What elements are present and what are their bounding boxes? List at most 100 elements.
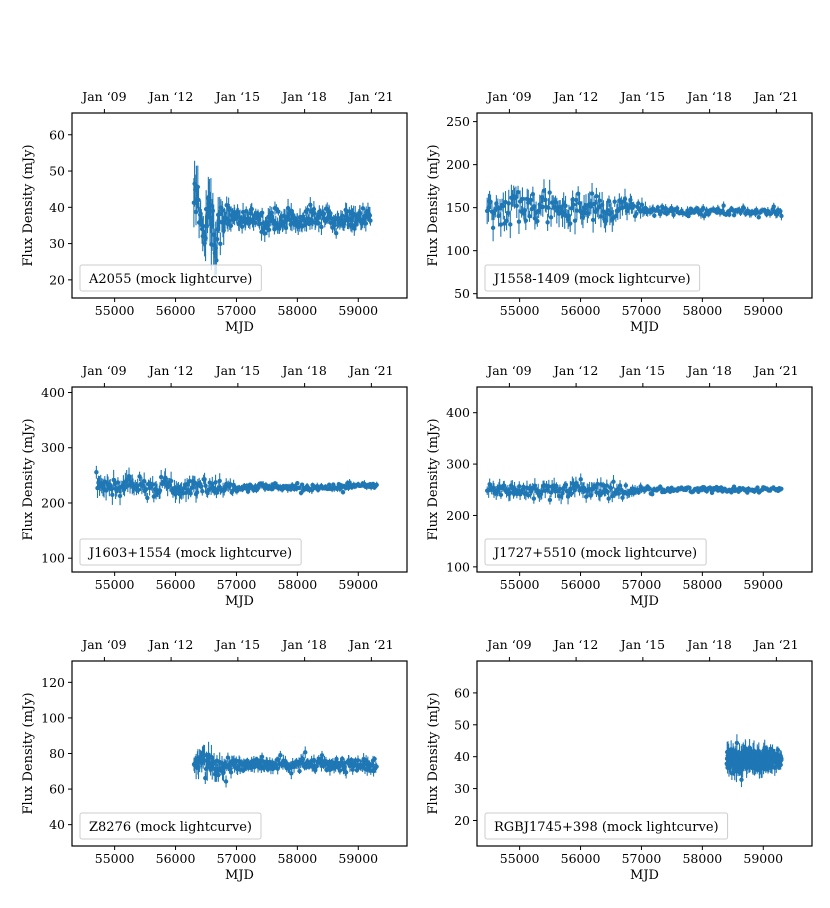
data-point [604,483,610,488]
data-point [300,757,306,762]
y-tick-label: 100 [446,559,470,574]
top-tick-label: Jan ‘09 [80,637,126,652]
x-tick-label: 55000 [500,303,540,318]
data-point [316,221,322,226]
y-tick-label: 50 [49,164,65,179]
data-point [319,224,324,230]
data-point [332,223,338,228]
data-point [150,482,155,487]
legend: RGBJ1745+398 (mock lightcurve) [484,812,729,840]
data-points [724,734,784,788]
data-point [572,218,578,223]
x-tick-label: 55000 [500,577,540,592]
top-tick-label: Jan ‘15 [619,637,665,652]
x-tick-label: 55000 [95,303,135,318]
data-point [755,485,760,490]
x-tick-label: 58000 [277,303,317,318]
data-point [372,756,377,762]
y-tick-label: 30 [49,236,65,251]
top-tick-label: Jan ‘21 [752,363,798,378]
data-point [756,748,762,754]
data-point [168,478,174,484]
data-point [595,481,600,487]
data-point [304,483,310,489]
y-tick-label: 40 [49,200,65,215]
data-point [360,206,366,211]
axes-frame [476,386,813,573]
data-point [545,220,550,225]
data-point [652,213,657,218]
data-point [223,779,229,784]
data-point [305,207,310,212]
data-point [289,771,294,776]
data-point [195,184,201,190]
data-point [333,231,339,236]
y-tick-label: 20 [454,813,470,828]
data-point [569,491,574,496]
legend: Z8276 (mock lightcurve) [79,812,262,840]
data-point [236,209,241,215]
top-tick-label: Jan ‘18 [685,89,731,104]
legend-label: Z8276 (mock lightcurve) [89,820,252,835]
data-point [729,771,735,776]
data-point [756,215,761,220]
data-point [311,757,317,763]
data-point [608,485,614,491]
top-tick-label: Jan ‘09 [80,363,126,378]
y-axis-label: Flux Density (mJy) [426,692,441,814]
data-point [514,203,519,208]
y-tick-label: 200 [41,495,65,510]
legend-label: A2055 (mock lightcurve) [88,272,252,287]
data-point [497,206,503,211]
y-tick-label: 60 [49,127,65,142]
data-point [349,757,354,763]
data-point [347,480,352,485]
x-axis-label: MJD [630,868,659,883]
data-point [671,212,676,218]
y-tick-label: 60 [454,685,470,700]
data-point [721,203,726,208]
data-point [213,480,218,485]
data-point [590,217,596,223]
x-tick-label: 59000 [743,577,783,592]
data-point [145,495,150,501]
legend-box [484,538,707,566]
legend-box [79,812,262,840]
data-point [256,485,261,491]
x-tick-label: 56000 [156,851,196,866]
data-point [278,752,283,758]
data-point [186,488,191,493]
x-tick-label: 59000 [338,851,378,866]
data-point [589,191,595,196]
data-point [143,487,149,492]
panel-5: 55000 56000 57000 58000 59000 40 60 80 100 120 Jan… [21,637,408,883]
data-point [216,772,221,778]
top-tick-label: Jan ‘12 [552,89,598,104]
data-point [228,482,233,487]
data-point [616,491,622,496]
data-point [639,202,645,207]
data-points [485,473,784,505]
data-point [620,495,625,500]
data-point [319,753,325,758]
x-tick-label: 57000 [622,577,662,592]
legend-box [79,538,302,566]
data-point [303,750,308,755]
y-tick-label: 100 [41,710,65,725]
axes-frame [476,112,813,299]
data-point [239,224,245,229]
data-point [326,482,332,488]
data-point [563,482,569,488]
data-point [775,747,781,753]
data-point [275,766,280,771]
data-point [634,211,639,216]
y-tick-label: 20 [49,272,65,287]
y-tick-label: 250 [446,114,470,129]
y-tick-label: 400 [41,385,65,400]
data-point [367,213,373,218]
top-tick-label: Jan ‘18 [280,363,326,378]
data-point [202,753,207,758]
data-points [484,179,784,242]
data-point [594,194,599,199]
x-tick-label: 58000 [682,851,722,866]
